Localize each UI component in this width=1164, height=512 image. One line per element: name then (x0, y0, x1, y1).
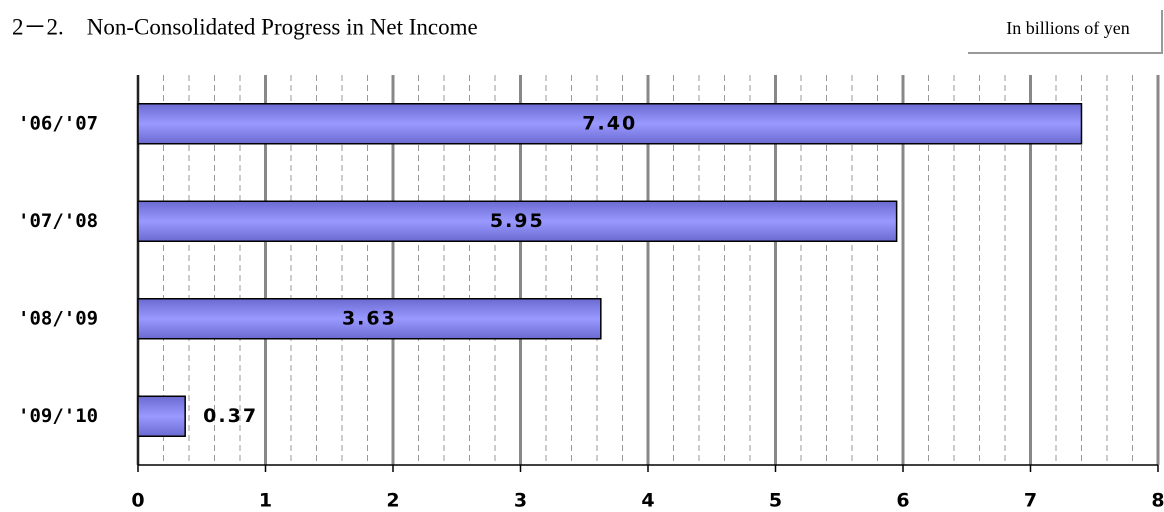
x-tick-label: 7 (1024, 490, 1037, 512)
x-tick-label: 6 (896, 490, 909, 512)
x-tick-label: 1 (259, 490, 272, 512)
data-label: 5.95 (490, 210, 545, 232)
x-tick-label: 8 (1151, 490, 1164, 512)
y-tick-label: '09/'10 (18, 405, 98, 427)
bar (137, 395, 186, 437)
data-label: 7.40 (582, 112, 637, 134)
x-tick-label: 0 (131, 490, 144, 512)
x-tick-label: 4 (641, 490, 654, 512)
chart-title: 2－2. Non-Consolidated Progress in Net In… (12, 14, 478, 39)
x-tick-label: 3 (514, 490, 527, 512)
unit-label: In billions of yen (1006, 18, 1130, 38)
y-tick-label: '08/'09 (18, 307, 98, 329)
bar (137, 103, 1083, 145)
unit-box (968, 10, 1162, 52)
bar (137, 200, 898, 242)
x-tick-label: 5 (769, 490, 782, 512)
y-tick-label: '07/'08 (18, 210, 98, 232)
bar (137, 298, 602, 340)
y-tick-label: '06/'07 (18, 112, 98, 134)
data-label: 3.63 (342, 307, 397, 329)
data-label: 0.37 (203, 405, 258, 427)
x-tick-label: 2 (386, 490, 399, 512)
